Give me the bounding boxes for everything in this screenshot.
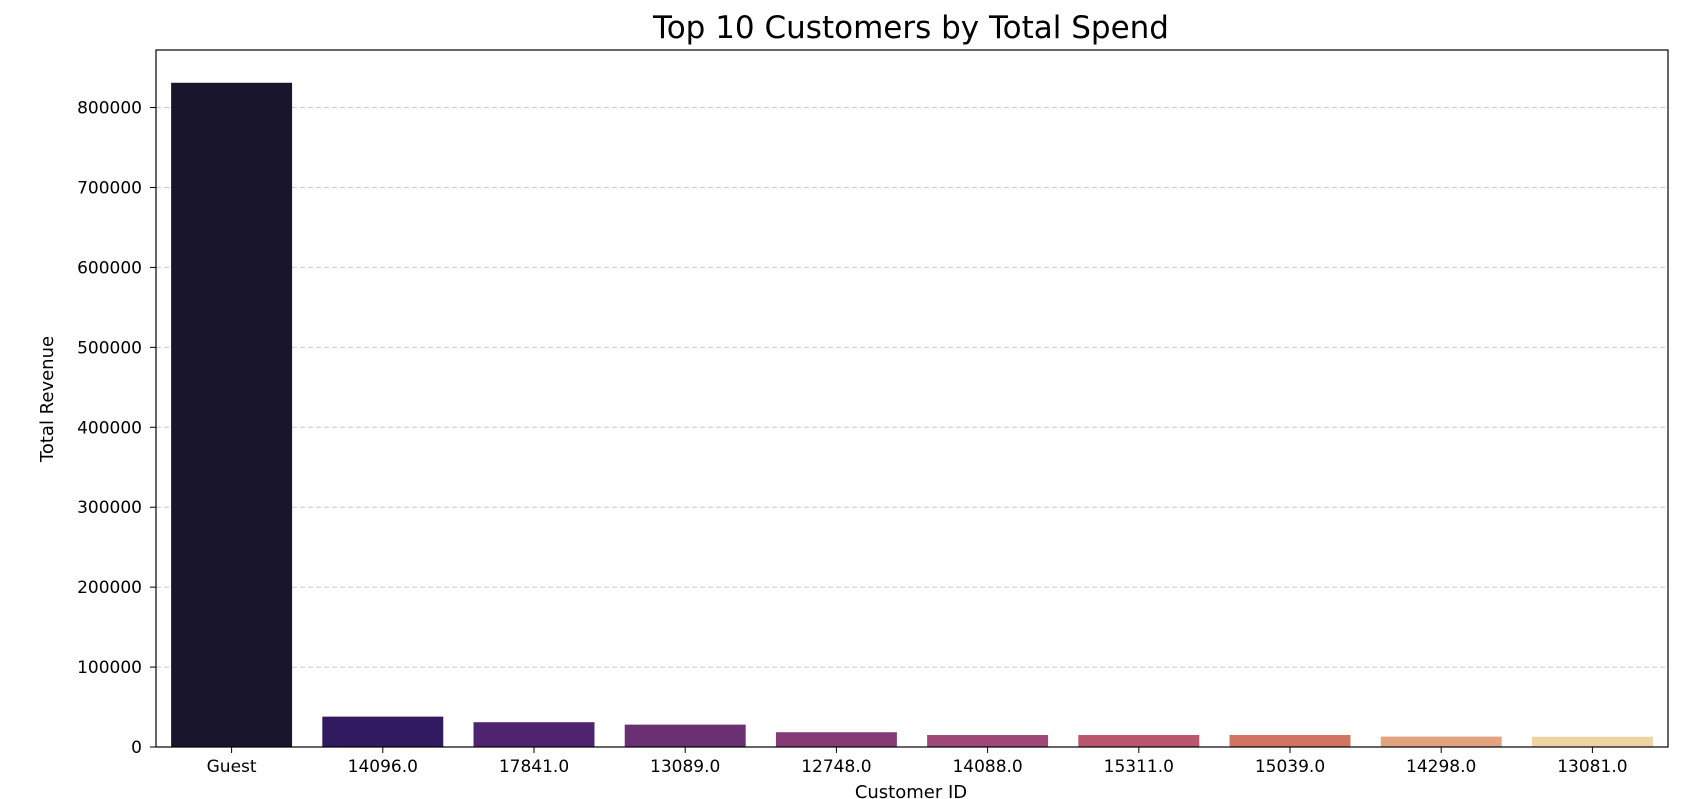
x-tick-label: 14088.0 <box>952 757 1022 777</box>
y-tick-label: 700000 <box>77 178 142 198</box>
y-axis-ticks: 0 100000 200000 300000 400000 500000 600000 700… <box>77 99 156 758</box>
x-axis-ticks: Guest 14096.0 17841.0 13089.0 12748.0 14088.0… <box>207 747 1628 777</box>
bar-12748-0 <box>775 732 897 747</box>
x-tick-label: Guest <box>207 757 257 777</box>
y-tick-label: 400000 <box>77 418 142 438</box>
bar-15311-0 <box>1078 735 1200 747</box>
bar-15039-0 <box>1229 735 1351 747</box>
x-tick-label: 13081.0 <box>1557 757 1627 777</box>
plot-frame <box>155 49 1669 748</box>
y-tick-label: 200000 <box>77 578 142 598</box>
bar-14088-0 <box>927 735 1049 747</box>
y-tick-label: 600000 <box>77 258 142 278</box>
x-tick-label: 14298.0 <box>1406 757 1476 777</box>
x-tick-label: 12748.0 <box>801 757 871 777</box>
x-tick-label: 17841.0 <box>499 757 569 777</box>
bar-14298-0 <box>1380 736 1502 747</box>
y-tick-label: 800000 <box>77 99 142 119</box>
x-tick-label: 15311.0 <box>1104 757 1174 777</box>
y-tick-label: 0 <box>131 738 142 758</box>
x-tick-label: 13089.0 <box>650 757 720 777</box>
bar-17841-0 <box>473 722 595 747</box>
bar-14096-0 <box>322 716 444 747</box>
gridlines <box>156 107 1668 668</box>
y-tick-label: 500000 <box>77 338 142 358</box>
x-axis-label: Customer ID <box>855 782 967 799</box>
bars <box>171 82 1653 747</box>
y-axis-label: Total Revenue <box>37 336 58 463</box>
x-tick-label: 15039.0 <box>1255 757 1325 777</box>
x-tick-label: 14096.0 <box>348 757 418 777</box>
chart-title: Top 10 Customers by Total Spend <box>652 10 1169 46</box>
bar-13081-0 <box>1531 736 1653 747</box>
bar-13089-0 <box>624 724 746 747</box>
y-tick-label: 100000 <box>77 658 142 678</box>
bar-guest <box>171 82 293 747</box>
y-tick-label: 300000 <box>77 498 142 518</box>
